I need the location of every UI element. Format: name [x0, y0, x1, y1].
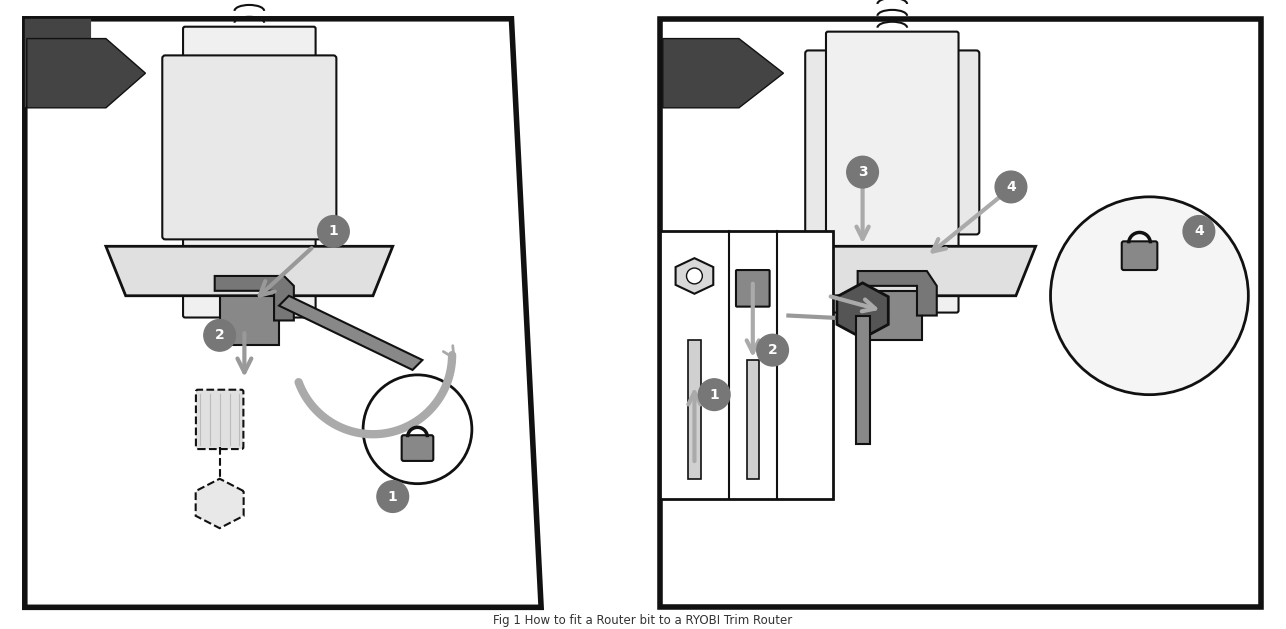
Text: Fig 1 How to fit a Router bit to a RYOBI Trim Router: Fig 1 How to fit a Router bit to a RYOBI…: [494, 615, 792, 627]
Text: 3: 3: [858, 165, 867, 179]
Polygon shape: [24, 19, 541, 608]
Circle shape: [846, 156, 878, 188]
Text: 1: 1: [388, 489, 397, 504]
Circle shape: [1183, 216, 1215, 247]
Bar: [863, 291, 922, 340]
Polygon shape: [195, 479, 243, 528]
Polygon shape: [27, 38, 145, 108]
Polygon shape: [279, 296, 422, 370]
Polygon shape: [675, 258, 714, 294]
Polygon shape: [24, 19, 91, 108]
Polygon shape: [858, 271, 936, 316]
Bar: [220, 296, 279, 345]
Circle shape: [1051, 197, 1249, 394]
Polygon shape: [837, 283, 889, 338]
Text: 1: 1: [710, 387, 719, 402]
FancyBboxPatch shape: [1121, 242, 1157, 270]
Bar: [688, 340, 701, 479]
Bar: [747, 360, 759, 479]
Circle shape: [318, 216, 350, 247]
Polygon shape: [215, 276, 293, 321]
FancyBboxPatch shape: [826, 31, 958, 313]
Text: 2: 2: [768, 343, 778, 357]
Polygon shape: [662, 38, 783, 108]
Polygon shape: [660, 19, 1262, 608]
Circle shape: [377, 481, 409, 513]
FancyBboxPatch shape: [660, 231, 833, 499]
Text: 1: 1: [328, 225, 338, 238]
Text: 4: 4: [1006, 180, 1016, 194]
FancyBboxPatch shape: [401, 435, 433, 461]
FancyBboxPatch shape: [805, 50, 980, 235]
FancyBboxPatch shape: [183, 26, 315, 318]
Text: 4: 4: [1193, 225, 1204, 238]
Polygon shape: [739, 247, 1035, 296]
Circle shape: [995, 171, 1026, 203]
FancyBboxPatch shape: [162, 55, 337, 240]
Polygon shape: [105, 247, 392, 296]
FancyBboxPatch shape: [736, 270, 769, 306]
FancyBboxPatch shape: [195, 390, 243, 449]
Text: 2: 2: [215, 328, 225, 342]
Circle shape: [756, 335, 788, 366]
Circle shape: [203, 320, 235, 351]
Circle shape: [698, 379, 730, 411]
Bar: [855, 316, 869, 444]
Circle shape: [687, 268, 702, 284]
Circle shape: [363, 375, 472, 484]
